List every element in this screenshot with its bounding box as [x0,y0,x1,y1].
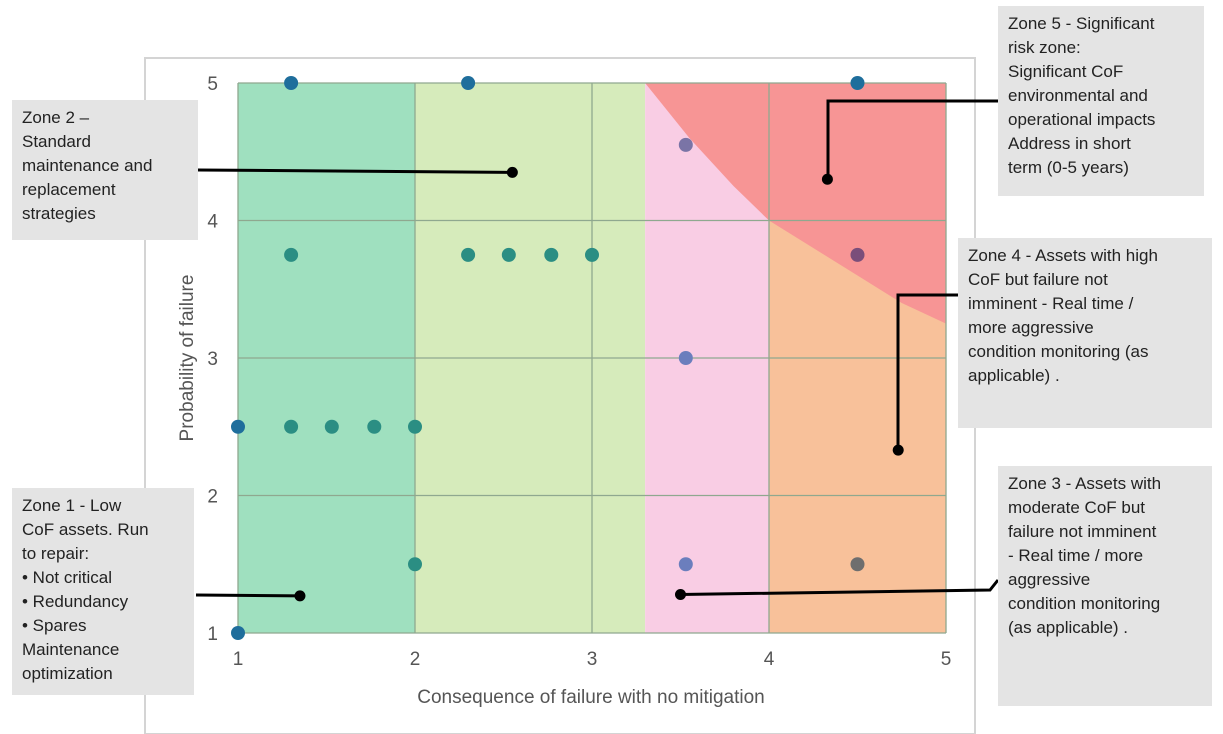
zone5-note-line: risk zone: [1008,38,1081,57]
y-tick-label: 5 [207,74,218,95]
zone1-leader-line [195,593,300,598]
zone2-note-line: replacement [22,180,116,199]
x-tick-label: 5 [941,649,952,670]
y-axis-label: Probability of failure [177,275,198,442]
data-point [585,247,599,262]
x-tick-label: 3 [587,649,598,670]
zone3-note-line: aggressive [1008,570,1091,589]
zone3-note: Zone 3 - Assets with moderate CoF but fail… [998,466,1212,706]
zone1-note-line: optimization [22,664,113,683]
zone2-leader-dot [506,166,518,178]
zone5-note-line: Address in short [1008,134,1131,153]
x-axis-label: Consequence of failure with no mitigatio… [417,687,764,708]
zone2-leader-line [197,168,513,174]
x-tick-label: 4 [764,649,775,670]
zone3-leader-dot [675,589,686,600]
grid-lines [237,82,947,634]
zone4-note-line: CoF but failure not [968,270,1108,289]
data-point [850,247,865,262]
tick-labels: 1 2 3 4 5 1 2 3 4 5 [207,74,951,670]
data-point [284,247,299,262]
zone4-note-line: imminent - Real time / [968,294,1134,313]
data-point [678,351,693,365]
zone1-note-line: to repair: [22,544,90,563]
zone4-note-line: more aggressive [968,318,1094,337]
zone1-note-line: Zone 1 - Low [22,496,122,515]
zone3-note-line: - Real time / more [1008,546,1144,565]
data-point [231,626,245,640]
data-point [678,557,693,572]
zone3-leader-line [680,579,1000,596]
zone5-note-line: Zone 5 - Significant [1008,14,1155,33]
x-tick-label: 1 [233,649,244,670]
zone2-note: Zone 2 – Standard maintenance and replaceme… [12,100,198,240]
zone2-note-line: Zone 2 – [22,108,90,127]
data-point [678,137,693,152]
data-point [231,419,245,434]
data-point [461,247,476,262]
zone1-note-line: Maintenance [22,640,120,659]
y-tick-label: 2 [207,487,218,508]
zone5-note-line: term (0-5 years) [1008,158,1129,177]
data-point [544,247,559,262]
zone3-note-line: (as applicable) . [1008,618,1129,637]
zone5-region [645,83,946,324]
zone5-note-line: environmental and [1008,86,1148,105]
zone5-leader-line [826,99,998,180]
data-point [501,247,516,262]
zone4-note-line: condition monitoring (as [968,342,1149,361]
zone3-note-line: failure not imminent [1008,522,1157,541]
zone2-note-line: Standard [22,132,91,151]
data-point [850,557,865,572]
data-point [284,419,299,434]
zone3-note-line: Zone 3 - Assets with [1008,474,1162,493]
data-point [408,419,422,434]
zone1-note-line: CoF assets. Run [22,520,149,539]
data-point [367,419,382,434]
zone1-note: Zone 1 - Low CoF assets. Run to repair: • N… [12,488,194,695]
data-point [324,419,339,434]
data-point [408,557,422,572]
data-point [461,76,476,90]
y-tick-label: 1 [207,624,218,645]
zone3-note-line: moderate CoF but [1008,498,1146,517]
data-point [850,76,865,90]
x-tick-label: 2 [410,649,421,670]
zone1-leader-dot [294,590,306,602]
zone2-note-line: strategies [22,204,96,223]
zone5-note-line: Significant CoF [1008,62,1124,81]
y-tick-label: 4 [207,212,218,233]
zone1-note-line: • Spares [22,616,87,635]
zone4-note-line: Zone 4 - Assets with high [968,246,1158,265]
zone4-note: Zone 4 - Assets with high CoF but failure… [958,238,1212,428]
zone4-leader-line [896,293,958,451]
zone1-note-line: • Not critical [22,568,113,587]
y-tick-label: 3 [207,349,218,370]
data-points [231,76,865,640]
annotation-leaders [195,99,1000,602]
zone4-note-line: applicable) . [968,366,1060,385]
zone3-note-line: condition monitoring [1008,594,1161,613]
data-point [284,76,299,90]
zone1-note-line: • Redundancy [22,592,129,611]
zone4-leader-dot [892,444,904,456]
zone5-note-line: operational impacts [1008,110,1156,129]
zone5-leader-dot [821,173,833,185]
zone2-note-line: maintenance and [22,156,153,175]
zone5-note: Zone 5 - Significant risk zone: Significan… [998,6,1204,196]
